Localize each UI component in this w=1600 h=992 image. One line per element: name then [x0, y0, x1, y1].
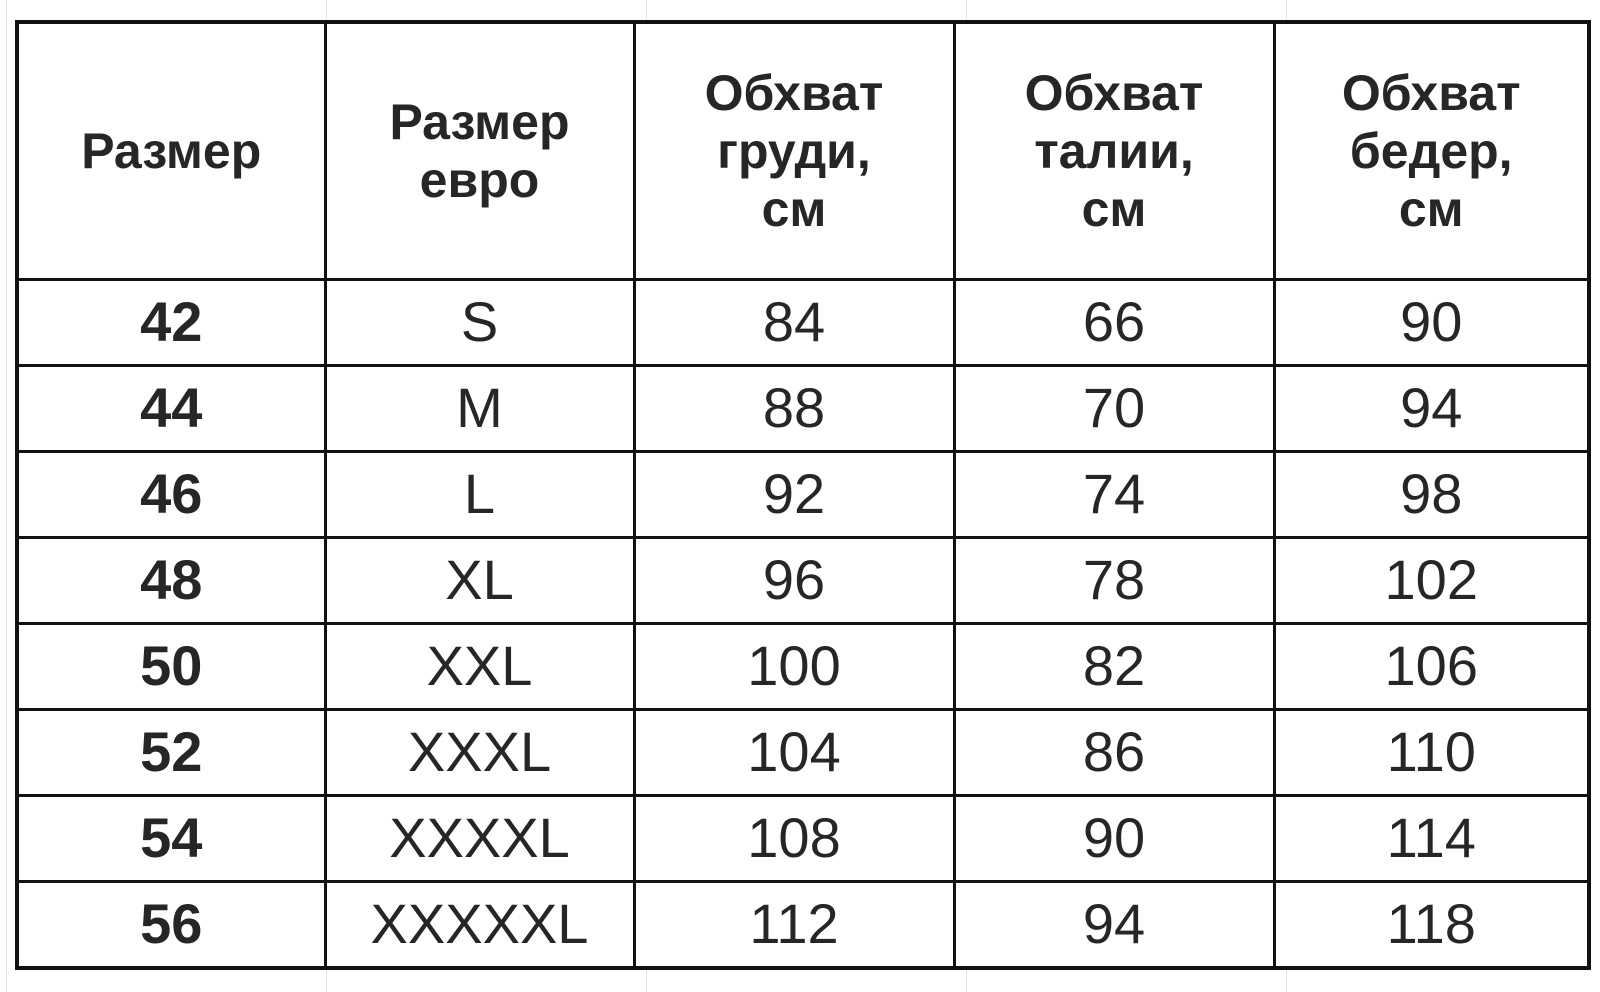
table-row: 42 S 84 66 90 [15, 278, 1591, 367]
table-row: 46 L 92 74 98 [15, 449, 1591, 539]
table-row: 48 XL 96 78 102 [15, 535, 1591, 625]
waist-cell: 74 [952, 449, 1276, 539]
header-size: Размер [15, 20, 327, 281]
hips-cell: 94 [1272, 363, 1591, 453]
chest-cell: 100 [632, 621, 956, 711]
size-chart-table: Размер Размер евро Обхват груди, см Обхв… [15, 20, 1591, 970]
hips-cell: 110 [1272, 707, 1591, 797]
waist-cell: 90 [952, 793, 1276, 883]
waist-cell: 94 [952, 879, 1276, 970]
chest-cell: 96 [632, 535, 956, 625]
size-cell: 42 [15, 278, 327, 367]
size-cell: 52 [15, 707, 327, 797]
chest-cell: 88 [632, 363, 956, 453]
euro-size-cell: XXXL [323, 707, 636, 797]
size-cell: 48 [15, 535, 327, 625]
header-text: груди, [717, 123, 871, 179]
header-hips: Обхват бедер, см [1272, 20, 1591, 281]
size-cell: 54 [15, 793, 327, 883]
table-row: 52 XXXL 104 86 110 [15, 707, 1591, 797]
waist-cell: 86 [952, 707, 1276, 797]
table-row: 56 XXXXXL 112 94 118 [15, 879, 1591, 970]
header-text: см [761, 181, 827, 237]
header-text: см [1081, 181, 1147, 237]
header-row: Размер Размер евро Обхват груди, см Обхв… [15, 20, 1591, 281]
waist-cell: 82 [952, 621, 1276, 711]
header-text: Размер [81, 123, 262, 179]
header-text: талии, [1034, 123, 1194, 179]
euro-size-cell: S [323, 278, 636, 367]
header-text: Размер [389, 94, 570, 150]
header-text: бедер, [1349, 123, 1513, 179]
euro-size-cell: XXXXL [323, 793, 636, 883]
euro-size-cell: XL [323, 535, 636, 625]
euro-size-cell: XXL [323, 621, 636, 711]
chest-cell: 92 [632, 449, 956, 539]
size-cell: 50 [15, 621, 327, 711]
hips-cell: 118 [1272, 879, 1591, 970]
header-text: Обхват [704, 65, 884, 121]
header-text: евро [419, 152, 540, 208]
header-text: см [1398, 181, 1464, 237]
hips-cell: 98 [1272, 449, 1591, 539]
header-waist: Обхват талии, см [952, 20, 1276, 281]
euro-size-cell: M [323, 363, 636, 453]
waist-cell: 78 [952, 535, 1276, 625]
table-row: 50 XXL 100 82 106 [15, 621, 1591, 711]
waist-cell: 70 [952, 363, 1276, 453]
header-chest: Обхват груди, см [632, 20, 956, 281]
hips-cell: 106 [1272, 621, 1591, 711]
hips-cell: 90 [1272, 278, 1591, 367]
euro-size-cell: L [323, 449, 636, 539]
chest-cell: 84 [632, 278, 956, 367]
chest-cell: 108 [632, 793, 956, 883]
table-row: 44 M 88 70 94 [15, 363, 1591, 453]
waist-cell: 66 [952, 278, 1276, 367]
hips-cell: 114 [1272, 793, 1591, 883]
header-euro-size: Размер евро [323, 20, 636, 281]
chest-cell: 104 [632, 707, 956, 797]
size-cell: 44 [15, 363, 327, 453]
euro-size-cell: XXXXXL [323, 879, 636, 970]
table-row: 54 XXXXL 108 90 114 [15, 793, 1591, 883]
header-text: Обхват [1341, 65, 1521, 121]
size-cell: 56 [15, 879, 327, 970]
chest-cell: 112 [632, 879, 956, 970]
header-text: Обхват [1024, 65, 1204, 121]
size-cell: 46 [15, 449, 327, 539]
hips-cell: 102 [1272, 535, 1591, 625]
